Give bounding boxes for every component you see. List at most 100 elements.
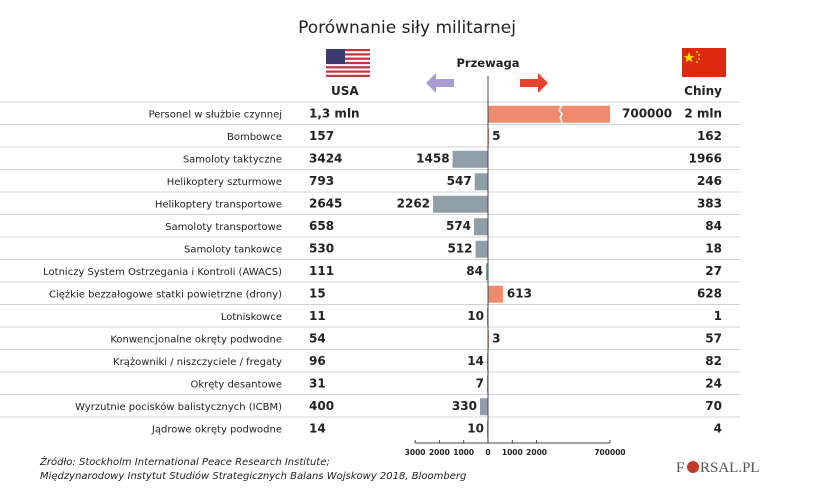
table-row: Lotniskowce 11 110 — [0, 304, 740, 326]
china-value: 162 — [697, 129, 722, 143]
usa-value: 157 — [309, 129, 334, 143]
category-label: Ciężkie bezzałogowe statki powietrzne (d… — [49, 289, 282, 300]
china-value: 18 — [705, 241, 722, 255]
table-row: Personel w służbie czynnej 1,3 mln 2 mln 70… — [0, 101, 740, 124]
advantage-value: 613 — [507, 286, 532, 300]
advantage-bar-china — [488, 285, 503, 303]
usa-value: 15 — [309, 286, 326, 300]
china-value: 57 — [705, 331, 722, 345]
advantage-value: 1458 — [416, 151, 449, 165]
axis-tick-label: 1000 — [453, 448, 474, 457]
axis-tick-label: 1000 — [502, 448, 523, 457]
usa-value: 31 — [309, 376, 326, 390]
advantage-value: 14 — [467, 354, 484, 368]
usa-value: 11 — [309, 309, 326, 323]
advantage-value: 10 — [467, 309, 484, 323]
chart-title: Porównanie siły militarnej — [298, 18, 516, 38]
usa-value: 96 — [309, 354, 326, 368]
category-label: Helikoptery szturmowe — [167, 177, 282, 188]
advantage-bar-usa — [475, 240, 488, 258]
table-row: Bombowce 157 162 5 — [0, 124, 740, 146]
advantage-bar-usa — [485, 263, 488, 281]
advantage-value: 2262 — [397, 196, 430, 210]
advantage-value: 547 — [447, 174, 472, 188]
advantage-bar-usa — [474, 173, 488, 191]
usa-value: 658 — [309, 219, 334, 233]
source-line-2: Międzynarodowy Instytut Studiów Strategi… — [40, 470, 466, 482]
category-label: Jądrowe okręty podwodne — [151, 424, 282, 435]
table-row: Okręty desantowe 31 24 7 — [0, 371, 740, 393]
axis-break-mark — [558, 105, 564, 124]
table-row: Helikoptery szturmowe 793 246 547 — [0, 169, 740, 191]
category-label: Samoloty transportowe — [165, 222, 282, 233]
arrow-right-icon — [520, 73, 548, 93]
svg-text:RSAL.PL: RSAL.PL — [700, 460, 760, 476]
usa-value: 400 — [309, 399, 334, 413]
table-row: Ciężkie bezzałogowe statki powietrzne (d… — [0, 281, 740, 303]
category-label: Samoloty taktyczne — [183, 154, 282, 165]
advantage-bar-usa — [433, 195, 488, 213]
advantage-value: 330 — [452, 399, 477, 413]
table-row: Jądrowe okręty podwodne 14 4 10 — [0, 416, 740, 438]
usa-value: 3424 — [309, 151, 342, 165]
advantage-bar-usa — [479, 398, 488, 416]
usa-value: 1,3 mln — [309, 106, 360, 120]
advantage-bar-china — [488, 105, 610, 123]
x-axis: 3000 2000 1000 0 1000 2000 700000 — [405, 440, 626, 457]
category-label: Personel w służbie czynnej — [149, 109, 282, 120]
china-value: 246 — [697, 174, 722, 188]
usa-flag-icon — [326, 49, 370, 77]
china-value: 24 — [705, 376, 722, 390]
category-label: Wyrzutnie pocisków balistycznych (ICBM) — [75, 401, 282, 413]
china-value: 383 — [697, 196, 722, 210]
table-row: Samoloty transportowe 658 84 574 — [0, 214, 740, 236]
china-value: 4 — [714, 421, 722, 435]
advantage-value: 700000 — [622, 106, 672, 120]
table-row: Helikoptery transportowe 2645 383 2262 — [0, 191, 740, 213]
china-value: 70 — [705, 399, 722, 413]
usa-value: 2645 — [309, 196, 342, 210]
usa-value: 14 — [309, 421, 326, 435]
advantage-value: 574 — [446, 219, 471, 233]
usa-value: 111 — [309, 264, 334, 278]
forsal-logo: F RSAL.PL — [676, 460, 760, 476]
china-value: 84 — [705, 219, 722, 233]
china-value: 82 — [705, 354, 722, 368]
china-value: 1966 — [689, 151, 722, 165]
advantage-value: 3 — [492, 331, 500, 345]
table-row: Wyrzutnie pocisków balistycznych (ICBM) 4… — [0, 394, 740, 416]
china-flag-icon — [682, 48, 726, 77]
usa-value: 54 — [309, 331, 326, 345]
category-label: Okręty desantowe — [191, 379, 283, 390]
table-row: Samoloty tankowce 530 18 512 — [0, 236, 740, 258]
table-row: Lotniczy System Ostrzegania i Kontroli (… — [0, 259, 740, 281]
category-label: Lotniczy System Ostrzegania i Kontroli (… — [43, 267, 282, 278]
category-label: Samoloty tankowce — [184, 244, 282, 255]
source-line-1: Źródło: Stockholm International Peace Re… — [39, 455, 330, 468]
axis-tick-label: 2000 — [429, 448, 450, 457]
china-value: 1 — [714, 309, 722, 323]
axis-tick-label: 3000 — [405, 448, 426, 457]
axis-tick-label: 2000 — [526, 448, 547, 457]
advantage-value: 512 — [447, 241, 472, 255]
arrow-left-icon — [426, 73, 454, 93]
usa-value: 530 — [309, 241, 334, 255]
china-value: 27 — [705, 264, 722, 278]
advantage-label: Przewaga — [457, 56, 520, 70]
table-row: Samoloty taktyczne 3424 1966 1458 — [0, 146, 740, 168]
category-label: Helikoptery transportowe — [155, 199, 282, 210]
axis-tick-label: 700000 — [594, 448, 625, 457]
advantage-value: 10 — [467, 421, 484, 435]
category-label: Lotniskowce — [221, 312, 282, 323]
category-label: Konwencjonalne okręty podwodne — [110, 334, 282, 345]
svg-text:F: F — [676, 460, 684, 476]
advantage-value: 84 — [466, 264, 483, 278]
table-row: Krążowniki / niszczyciele / fregaty 96 82 1… — [0, 349, 740, 371]
axis-tick-label: 0 — [485, 448, 490, 457]
china-value: 2 mln — [684, 106, 722, 120]
advantage-bar-usa — [474, 218, 488, 236]
china-value: 628 — [697, 286, 722, 300]
table-row: Konwencjonalne okręty podwodne 54 57 3 — [0, 326, 740, 348]
advantage-bar-usa — [452, 150, 488, 168]
